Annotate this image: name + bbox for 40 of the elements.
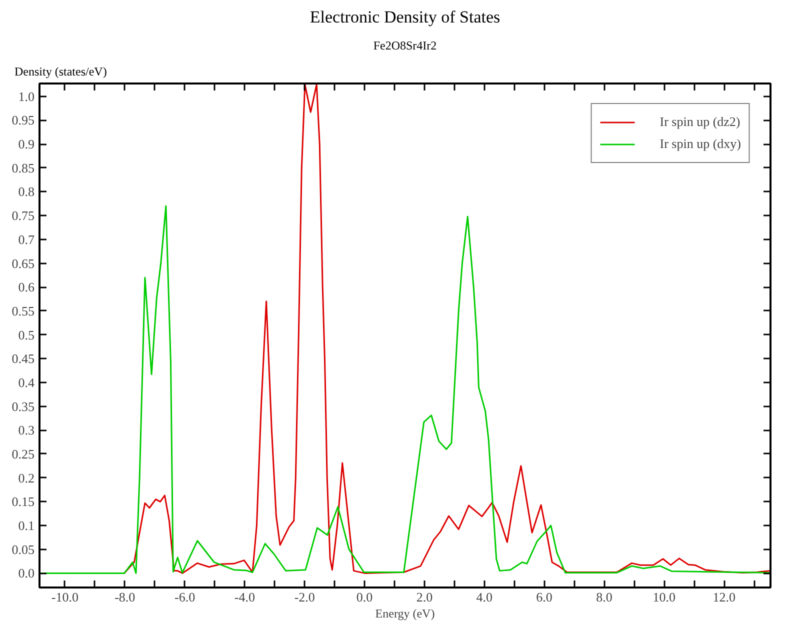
y-tick-label: 0.7 — [18, 232, 35, 247]
chart-subtitle: Fe2O8Sr4Ir2 — [373, 38, 437, 52]
y-tick-label: 1.0 — [18, 88, 34, 104]
y-tick-label: 0.45 — [12, 351, 34, 366]
y-tick-label: 0.4 — [18, 374, 35, 390]
y-tick-label: 0.05 — [12, 542, 34, 557]
y-axis-title: Density (states/eV) — [14, 64, 107, 78]
x-tick-label: 12.0 — [712, 590, 736, 604]
x-tick-label: 6.0 — [536, 590, 552, 604]
y-tick-label: 0.55 — [12, 303, 34, 318]
legend-label: Ir spin up (dxy) — [660, 136, 741, 152]
y-tick-label: 0.85 — [12, 160, 34, 176]
x-tick-label: 8.0 — [596, 590, 612, 604]
y-tick-label: 0.0 — [18, 566, 34, 581]
y-tick-label: 0.3 — [18, 422, 34, 438]
y-tick-label: 0.1 — [18, 518, 34, 534]
y-tick-label: 0.2 — [18, 470, 34, 486]
x-tick-label: -10.0 — [51, 590, 79, 604]
y-tick-label: 0.25 — [12, 446, 34, 462]
y-tick-label: 0.35 — [12, 398, 34, 414]
y-tick-label: 0.75 — [12, 208, 34, 224]
line-series — [40, 205, 770, 574]
x-tick-label: 10.0 — [652, 590, 676, 604]
chart-title: Electronic Density of States — [310, 8, 500, 26]
x-tick-label: -6.0 — [174, 590, 196, 604]
x-tick-label: -8.0 — [114, 590, 136, 604]
x-tick-label: 2.0 — [416, 590, 433, 604]
x-tick-label: -2.0 — [294, 590, 315, 604]
y-tick-label: 0.8 — [18, 184, 34, 200]
x-tick-label: 4.0 — [476, 590, 493, 604]
y-tick-label: 0.6 — [18, 280, 35, 295]
x-axis-title: Energy (eV) — [375, 606, 435, 620]
legend-label: Ir spin up (dz2) — [660, 114, 740, 130]
y-tick-label: 0.5 — [18, 327, 34, 342]
y-tick-label: 0.65 — [12, 256, 34, 271]
x-tick-label: -4.0 — [234, 590, 256, 604]
x-tick-label: 0.0 — [356, 590, 373, 604]
y-tick-label: 0.15 — [12, 494, 34, 510]
y-tick-label: 0.9 — [18, 136, 34, 152]
y-tick-label: 0.95 — [12, 112, 34, 128]
